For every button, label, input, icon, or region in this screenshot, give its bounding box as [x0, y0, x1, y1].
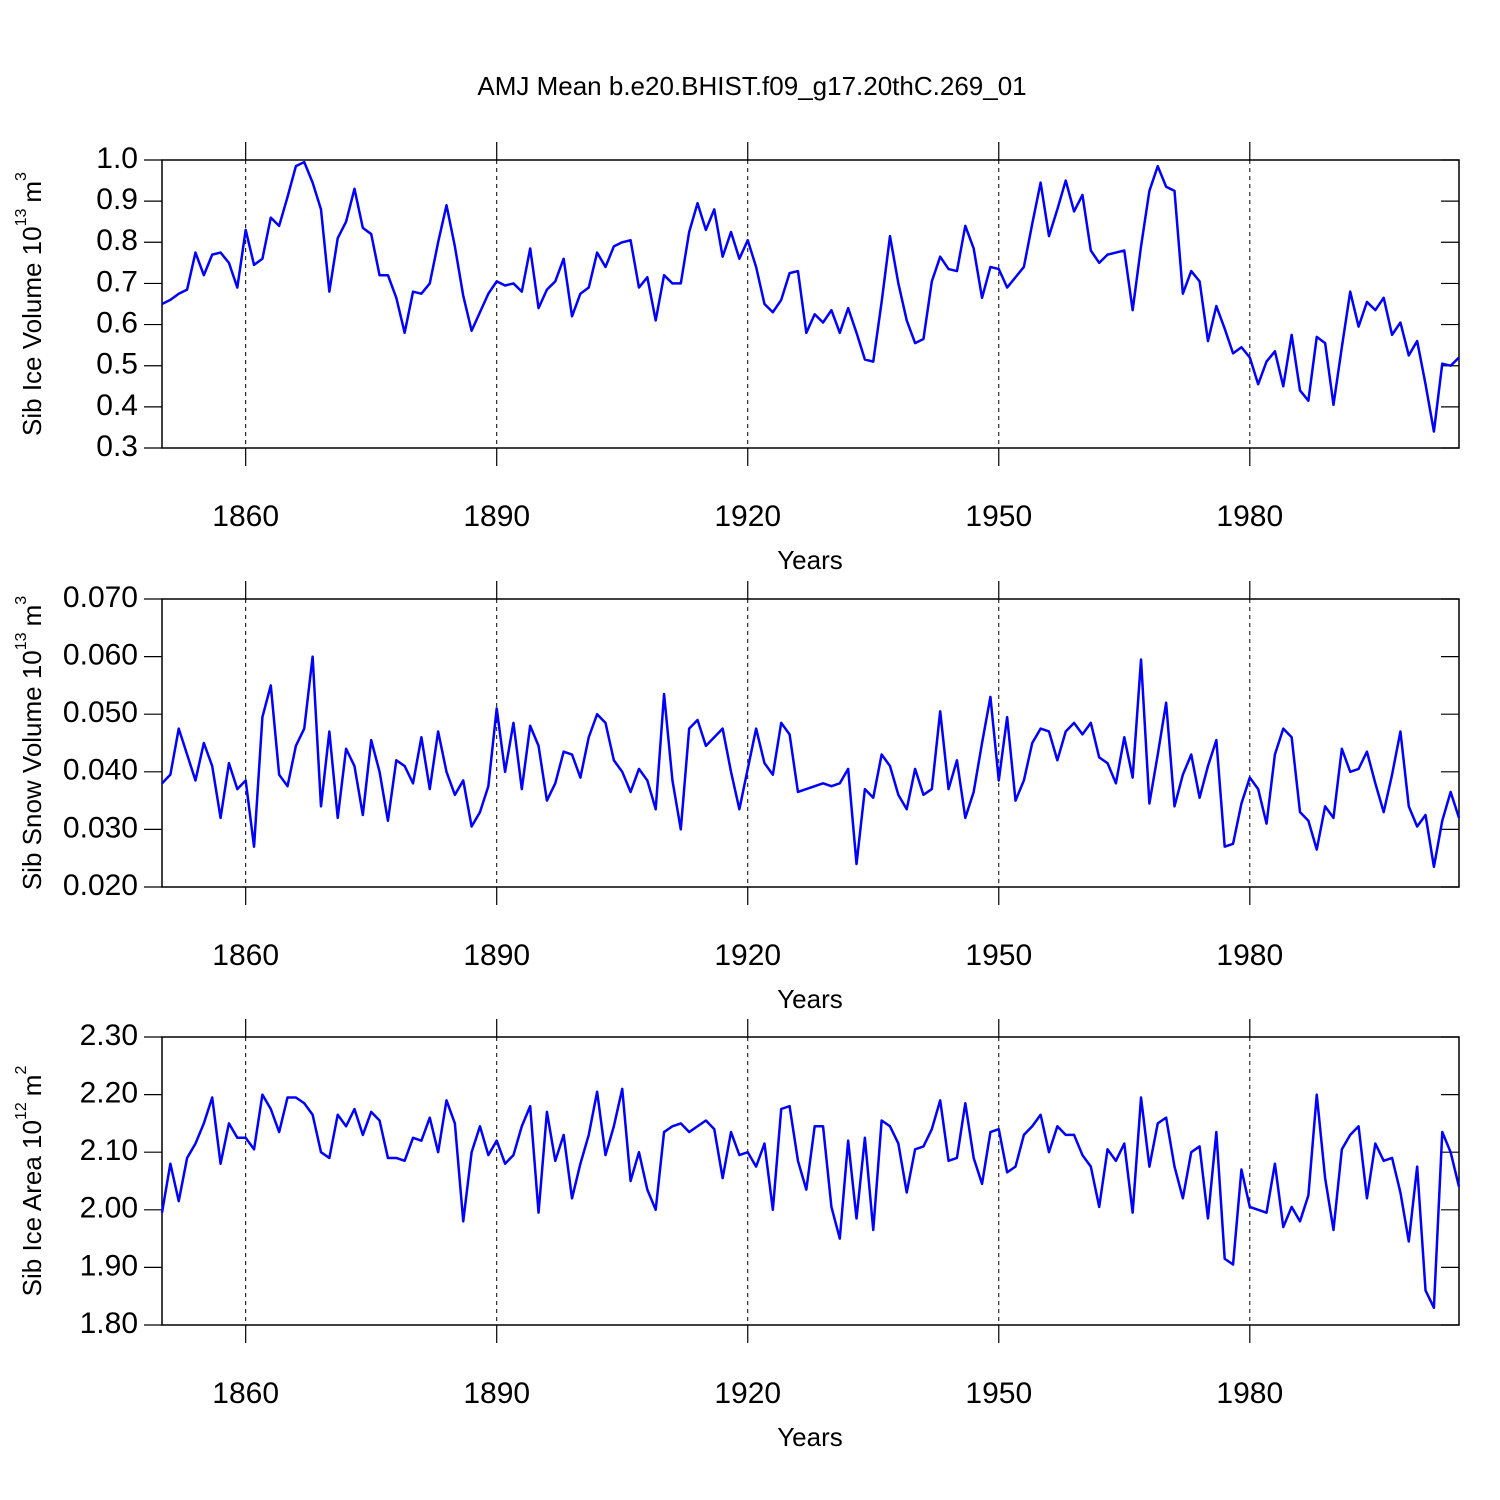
y-axis-label-part: m [17, 1075, 47, 1097]
y-tick-label: 0.020 [63, 869, 138, 902]
x-axis-label: Years [777, 984, 843, 1014]
x-tick-label: 1860 [212, 1377, 279, 1410]
y-axis-label-part: Sib Ice Area 10 [17, 1120, 47, 1296]
y-tick-label: 0.060 [63, 639, 138, 672]
x-tick-label: 1890 [463, 1377, 530, 1410]
panel: 1860 1890 1920 1950 1980 0.3 0.4 0.5 0.6 0.7 0.8 0.… [13, 142, 1460, 575]
plot-frame [161, 598, 1460, 888]
y-tick-label: 2.00 [80, 1192, 138, 1225]
y-tick-label: 0.5 [96, 348, 138, 381]
x-tick-label: 1980 [1216, 939, 1283, 972]
y-tick-label: 1.80 [80, 1307, 138, 1340]
x-tick-label: 1980 [1216, 1377, 1283, 1410]
y-axis-label: Sib Ice Area 1012 m2 [13, 1066, 47, 1297]
y-axis-label-part: 2 [13, 1066, 30, 1075]
data-line [161, 160, 1460, 433]
y-tick-label: 0.3 [96, 430, 138, 463]
y-axis-label: Sib Ice Volume 1013 m3 [13, 172, 47, 436]
plot-frame [161, 1036, 1460, 1326]
x-axis-label: Years [777, 1422, 843, 1452]
x-axis-label: Years [777, 545, 843, 575]
x-tick-label: 1950 [965, 500, 1032, 533]
y-tick-label: 2.30 [80, 1019, 138, 1052]
y-axis-label-part: 3 [13, 596, 30, 605]
y-tick-label: 1.0 [96, 142, 138, 175]
y-axis-label-part: 3 [13, 172, 30, 181]
x-tick-label: 1890 [463, 939, 530, 972]
x-tick-label: 1860 [212, 939, 279, 972]
x-tick-label: 1950 [965, 1377, 1032, 1410]
y-axis-label-part: 13 [13, 209, 30, 227]
y-tick-label: 0.6 [96, 306, 138, 339]
y-tick-label: 1.90 [80, 1249, 138, 1282]
y-tick-label: 0.8 [96, 224, 138, 257]
y-tick-label: 0.030 [63, 811, 138, 844]
y-axis-label-part: 12 [13, 1102, 30, 1120]
y-tick-label: 0.050 [63, 696, 138, 729]
y-tick-label: 0.070 [63, 581, 138, 614]
y-axis-label-part: Sib Snow Volume 10 [17, 650, 47, 890]
y-tick-label: 0.4 [96, 389, 138, 422]
y-axis-label-part: Sib Ice Volume 10 [17, 226, 47, 436]
panel: 1860 1890 1920 1950 1980 1.80 1.90 2.00 2.10 2.20… [13, 1019, 1461, 1452]
data-line [161, 655, 1461, 869]
x-tick-label: 1920 [714, 939, 781, 972]
y-axis-label-part: m [17, 181, 47, 203]
y-tick-label: 2.10 [80, 1134, 138, 1167]
x-tick-label: 1950 [965, 939, 1032, 972]
y-axis-label: Sib Snow Volume 1013 m3 [13, 596, 47, 890]
x-tick-label: 1860 [212, 500, 279, 533]
x-tick-label: 1890 [463, 500, 530, 533]
x-tick-label: 1920 [714, 500, 781, 533]
y-axis-label-part: 13 [13, 632, 30, 650]
y-axis-label-part: m [17, 605, 47, 627]
y-tick-label: 2.20 [80, 1077, 138, 1110]
x-tick-label: 1920 [714, 1377, 781, 1410]
y-tick-label: 0.9 [96, 183, 138, 216]
y-tick-label: 0.7 [96, 265, 138, 298]
x-tick-label: 1980 [1216, 500, 1283, 533]
figure-title: AMJ Mean b.e20.BHIST.f09_g17.20thC.269_0… [477, 71, 1026, 101]
data-line [160, 1087, 1461, 1309]
panel: 1860 1890 1920 1950 1980 0.020 0.030 0.040 0.050… [13, 581, 1461, 1014]
y-tick-label: 0.040 [63, 754, 138, 787]
